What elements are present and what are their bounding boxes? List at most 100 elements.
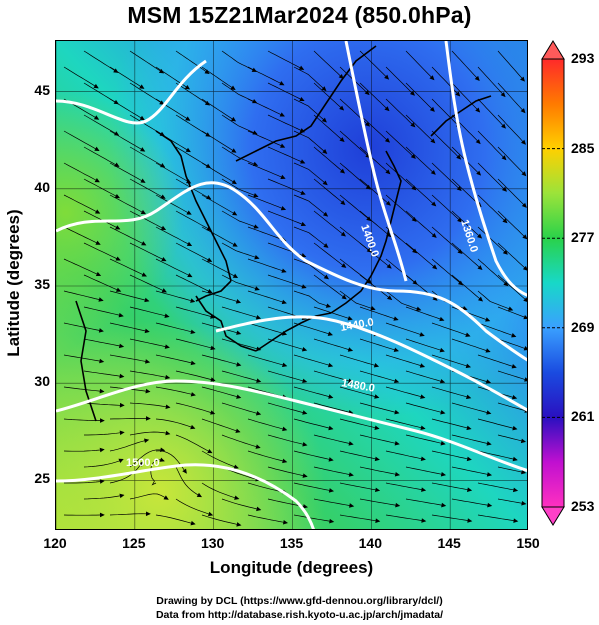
streamline-arrowhead [206, 257, 213, 262]
streamline [129, 370, 170, 379]
streamline-arrowhead [301, 346, 308, 352]
streamline [477, 258, 509, 286]
streamline [431, 226, 463, 254]
y-tick-label: 40 [34, 178, 50, 195]
streamline [339, 258, 372, 284]
streamline-arrowhead [282, 426, 288, 432]
streamline-arrowhead [236, 522, 242, 527]
streamline [313, 306, 353, 320]
streamline [129, 306, 169, 318]
streamline-arrowhead [322, 180, 328, 186]
streamline [451, 402, 491, 414]
streamline-arrowhead [119, 493, 125, 499]
streamline-arrowhead [185, 116, 191, 121]
streamline [313, 210, 346, 237]
streamline [293, 66, 327, 91]
streamline-arrowhead [523, 314, 527, 320]
streamline-arrowhead [94, 178, 100, 183]
streamline-arrowhead [190, 360, 196, 366]
streamline [451, 210, 482, 239]
streamline-arrowhead [95, 240, 101, 245]
streamline-arrowhead [253, 224, 259, 229]
streamline [431, 98, 461, 128]
streamline [451, 274, 483, 302]
streamline-arrowhead [234, 495, 240, 500]
streamline-arrowhead [487, 502, 493, 508]
streamline [359, 338, 399, 352]
streamline-arrowhead [386, 263, 392, 269]
streamline [201, 258, 238, 278]
streamline-arrowhead [160, 225, 167, 230]
streamline [155, 322, 195, 334]
streamline [247, 130, 285, 148]
streamline [83, 370, 124, 377]
streamline [109, 461, 143, 484]
streamline [339, 514, 380, 522]
streamline-arrowhead [255, 410, 262, 416]
streamline-arrowhead [161, 288, 167, 293]
streamline [109, 130, 145, 152]
streamline [247, 162, 286, 179]
streamline [155, 258, 192, 278]
streamline-arrowhead [393, 316, 399, 321]
streamline [359, 402, 399, 414]
streamline [63, 322, 104, 332]
streamline [129, 449, 165, 468]
streamline-arrowhead [302, 378, 308, 383]
streamline-arrowhead [347, 347, 354, 352]
streamline-arrowhead [145, 416, 151, 421]
streamline-arrowhead [431, 233, 437, 238]
streamline [221, 402, 261, 415]
streamline [247, 194, 286, 210]
y-tick-label: 25 [34, 470, 50, 487]
streamline [63, 449, 104, 452]
streamline [221, 370, 261, 383]
streamline-arrowhead [236, 394, 242, 399]
streamline-arrowhead [140, 147, 146, 152]
streamline-arrowhead [477, 265, 483, 271]
streamline [431, 514, 472, 522]
streamline-arrowhead [190, 329, 196, 334]
streamline-arrowhead [300, 190, 306, 195]
streamline [477, 290, 513, 311]
streamline [247, 418, 287, 431]
streamline-arrowhead [207, 288, 213, 294]
coastlines [75, 45, 492, 422]
streamline-arrowhead [281, 331, 288, 336]
streamline-arrowhead [374, 487, 381, 493]
streamline-arrowhead [145, 388, 151, 394]
streamline [431, 162, 462, 191]
streamline-arrowhead [115, 287, 122, 292]
streamline [339, 386, 379, 398]
streamline [497, 434, 526, 443]
streamline [293, 258, 329, 280]
streamline-arrowhead [323, 243, 329, 248]
streamline [221, 434, 260, 449]
streamline-arrowhead [440, 440, 446, 446]
streamline-arrowhead [255, 315, 262, 320]
colorbar-tick-label: 261 [571, 408, 595, 425]
streamline-arrowhead [485, 379, 492, 384]
streamline-arrowhead [385, 169, 391, 175]
streamline [175, 178, 211, 200]
streamline [477, 450, 518, 461]
streamline-arrowhead [207, 448, 213, 454]
streamline-arrowhead [210, 410, 216, 415]
streamline [109, 322, 150, 333]
streamline-arrowhead [204, 69, 210, 75]
streamline [267, 466, 307, 477]
streamline-arrowhead [256, 346, 262, 351]
streamline [83, 306, 124, 317]
x-tick-label: 150 [516, 535, 540, 551]
streamline-arrowhead [165, 374, 171, 380]
streamline-arrowhead [280, 143, 286, 148]
streamline [83, 458, 124, 468]
streamline-arrowhead [99, 358, 105, 364]
streamline-arrowhead [386, 295, 393, 301]
streamline [201, 418, 240, 433]
streamline [359, 146, 391, 174]
streamline-arrowhead [95, 271, 102, 277]
streamline [477, 514, 518, 522]
streamline [267, 370, 307, 383]
streamline [405, 498, 446, 507]
